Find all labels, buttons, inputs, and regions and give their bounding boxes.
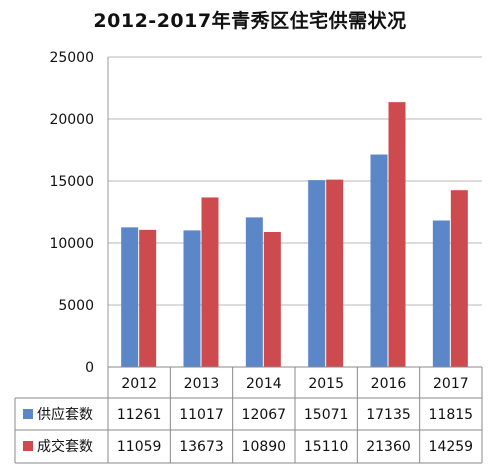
y-tick-label: 10000 [49,236,94,252]
data-label: 15110 [304,439,349,455]
bar-deals-2012 [139,229,157,367]
data-label: 21360 [366,439,411,455]
bar-supply-2014 [245,217,263,367]
y-tick-label: 15000 [49,174,94,190]
bar-deals-2015 [326,179,344,367]
y-tick-label: 0 [85,360,94,376]
legend-label: 供应套数 [37,406,93,423]
data-label: 14259 [429,439,474,455]
bar-deals-2014 [263,231,281,367]
y-tick-label: 25000 [49,50,94,66]
chart-title: 2012-2017年青秀区住宅供需状况 [93,10,407,32]
bar-supply-2015 [308,180,326,367]
x-tick-label: 2015 [308,376,344,392]
bar-supply-2013 [183,230,201,367]
data-label: 10890 [242,439,287,455]
data-label: 17135 [366,407,411,423]
y-axis: 0 5000 10000 15000 20000 25000 [49,50,109,376]
data-label: 13673 [179,439,224,455]
bars [121,102,468,368]
bar-deals-2017 [450,190,468,367]
gridlines [108,56,482,306]
x-tick-label: 2013 [184,376,220,392]
bar-deals-2013 [201,197,219,367]
y-tick-label: 5000 [58,298,94,314]
x-tick-label: 2014 [246,376,282,392]
data-label: 11017 [179,407,224,423]
x-tick-label: 2012 [121,376,157,392]
x-tick-label: 2017 [433,376,469,392]
data-label: 15071 [304,407,349,423]
data-table: 2012 2013 2014 2015 2016 2017 供应套数 11261 11017 12… [14,366,483,464]
bar-supply-2016 [370,154,388,367]
data-label: 11815 [429,407,474,423]
bar-supply-2017 [432,220,450,367]
data-label: 11261 [117,407,162,423]
legend-label: 成交套数 [37,438,93,455]
x-tick-label: 2016 [371,376,407,392]
bar-deals-2016 [388,102,406,368]
legend-swatch [23,441,33,451]
bar-supply-2012 [121,227,139,367]
legend-swatch [23,409,33,419]
y-tick-label: 20000 [49,112,94,128]
data-label: 12067 [242,407,287,423]
data-label: 11059 [117,439,162,455]
